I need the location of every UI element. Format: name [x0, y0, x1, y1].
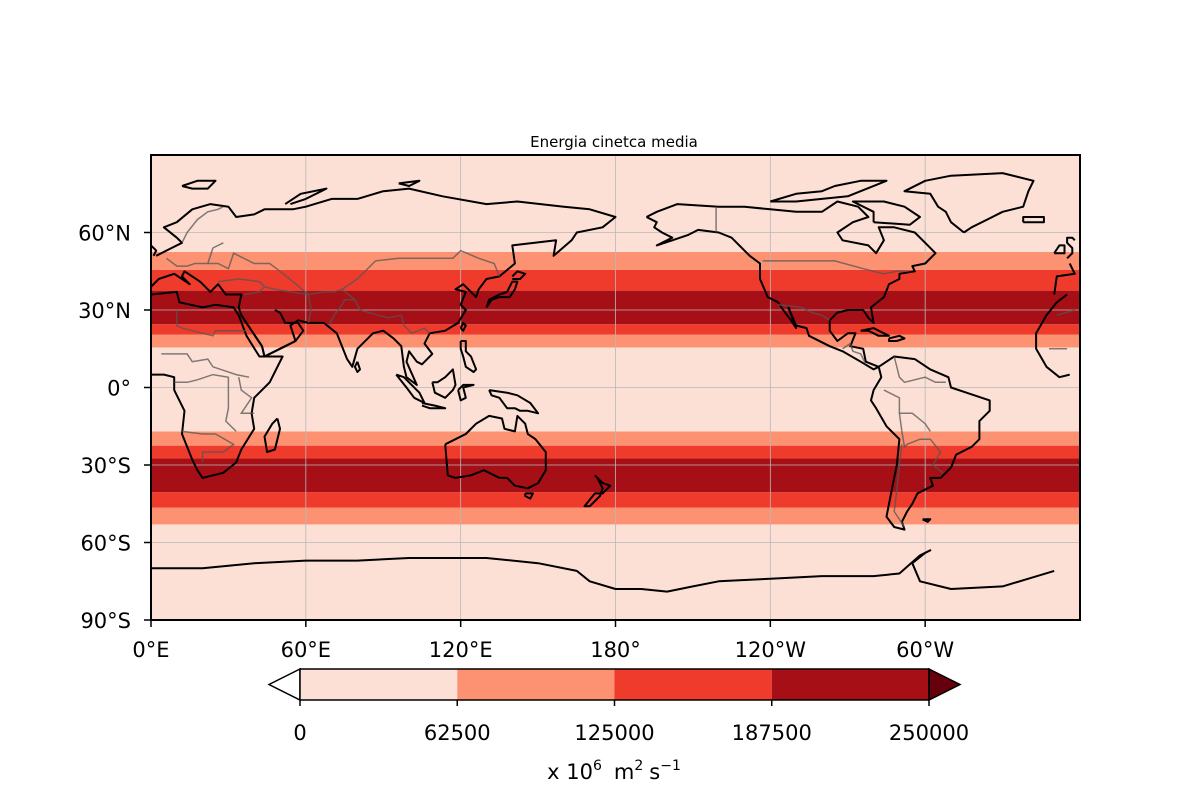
border-india [328, 298, 355, 326]
coast-hispaniola [888, 334, 906, 342]
coast-taiwan [459, 321, 467, 332]
border-scandinavia [181, 206, 224, 244]
colorbar-tick-label-0: 0 [293, 721, 306, 745]
colorbar: 0 62500 125000 187500 250000 [267, 667, 969, 745]
colorbar-tick-label-1: 62500 [424, 721, 491, 745]
border-africa-south [181, 430, 235, 463]
border-usa-canada [762, 260, 908, 275]
border-south-america-west [883, 389, 944, 474]
lon-tick-label-1: 60°E [281, 638, 332, 662]
colorbar-unit-label: x 106 m2 s−1 [547, 758, 681, 784]
colorbar-tick-label-3: 187500 [732, 721, 812, 745]
coast-svalbard [181, 179, 217, 190]
lat-tick-label-0: 60°N [78, 222, 131, 246]
coast-greenland [903, 172, 1035, 234]
unit-second-exponent: −1 [660, 758, 681, 774]
border-africa-sahel [161, 348, 1068, 378]
border-africa-north [176, 309, 1076, 337]
coast-new-zealand [583, 474, 612, 508]
lon-tick-label-3: 180° [590, 638, 641, 662]
axis-ticks: 0°E 60°E 120°E 180° 120°W 60°W 60°N 30°N 0° 30°S 6… [78, 222, 954, 663]
border-central-america [842, 342, 867, 365]
border-africa-east [237, 377, 255, 415]
coast-arctic-islands [770, 179, 888, 203]
coast-uk [150, 236, 1076, 260]
colorbar-segment-0 [300, 669, 458, 700]
border-russia-china [375, 249, 501, 277]
lat-tick-label-4: 60°S [80, 532, 131, 556]
coast-cuba [860, 327, 890, 337]
coast-iceland [1022, 216, 1045, 224]
border-china-south [341, 288, 431, 335]
lat-tick-label-2: 0° [107, 377, 131, 401]
unit-second: s [649, 760, 660, 784]
coast-baffin [851, 200, 921, 226]
lat-tick-label-1: 30°N [78, 299, 131, 323]
coast-ireland [1053, 244, 1066, 255]
coast-australia [444, 414, 547, 490]
lon-tick-label-4: 120°W [735, 638, 807, 662]
coast-hokkaido [511, 270, 527, 280]
colorbar-segment-1 [457, 669, 615, 700]
coast-severnaya [398, 179, 421, 187]
coast-south-america [870, 355, 991, 531]
unit-meter: m [614, 760, 634, 784]
lon-tick-label-2: 120°E [429, 638, 493, 662]
lat-tick-label-3: 30°S [80, 454, 131, 478]
coast-africa [150, 290, 1070, 479]
unit-prefix: x 10 [547, 760, 593, 784]
colorbar-under-arrow [267, 667, 301, 702]
coast-tasmania [524, 492, 534, 500]
border-south-america-north [893, 356, 946, 384]
unit-prefix-exponent: 6 [593, 758, 602, 774]
coast-arabia [240, 309, 305, 358]
border-europe-central [166, 242, 224, 267]
border-brazil-bolivia [899, 412, 931, 432]
border-usa-mexico [778, 304, 831, 321]
unit-meter-exponent: 2 [634, 758, 643, 774]
coastlines [150, 172, 1076, 593]
colorbar-tick-label-4: 250000 [889, 721, 969, 745]
colorbar-tick-label-2: 125000 [574, 721, 654, 745]
border-turkey [218, 278, 266, 296]
country-borders [161, 206, 1076, 528]
border-central-asia [279, 260, 377, 296]
coast-antarctica [151, 549, 1055, 593]
map-title: Energia cinetca media [530, 133, 698, 151]
border-iran [264, 286, 312, 324]
coast-falklands [922, 518, 932, 523]
coast-sulawesi [457, 383, 475, 402]
colorbar-over-arrow [928, 667, 962, 702]
coast-borneo [431, 368, 457, 399]
border-africa-central [174, 373, 237, 432]
colorbar-segment-3 [771, 669, 929, 700]
coast-india-sri-lanka [353, 361, 361, 373]
coast-java [421, 402, 447, 410]
lon-tick-label-5: 60°W [896, 638, 954, 662]
lat-tick-label-5: 90°S [80, 609, 131, 633]
coast-novaya-zemlya [284, 187, 328, 206]
colorbar-segment-2 [614, 669, 772, 700]
coast-new-guinea [488, 389, 540, 415]
coast-japan [485, 280, 519, 308]
border-europe-east [207, 252, 281, 272]
coast-madagascar [263, 417, 281, 454]
coast-philippines [459, 340, 478, 373]
lon-tick-label-0: 0°E [132, 638, 169, 662]
border-chile-argentina [893, 444, 906, 528]
